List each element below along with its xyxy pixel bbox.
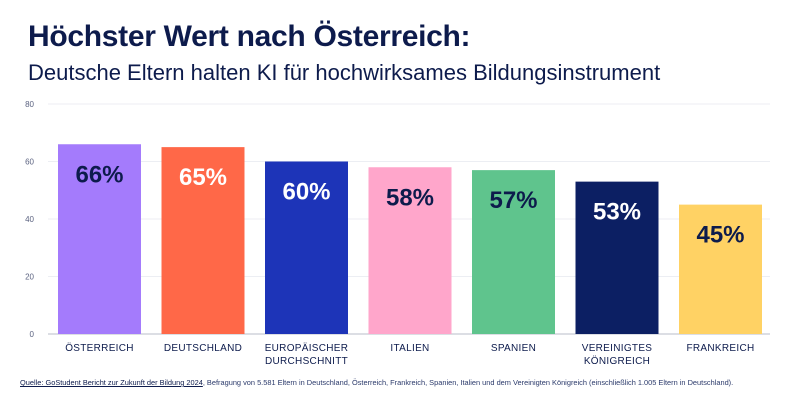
bar bbox=[368, 167, 452, 334]
bar bbox=[575, 181, 659, 334]
y-tick-label: 80 bbox=[25, 100, 34, 109]
y-tick-label: 60 bbox=[25, 158, 34, 167]
y-tick-label: 40 bbox=[25, 215, 34, 224]
y-tick-label: 0 bbox=[30, 330, 35, 339]
x-tick-label-line: DEUTSCHLAND bbox=[164, 343, 242, 354]
x-tick-label: VEREINIGTES KÖNIGREICH bbox=[582, 343, 653, 367]
x-tick-label-line: DURCHSCHNITT bbox=[265, 356, 348, 367]
x-tick-label: ÖSTERREICH bbox=[65, 342, 134, 354]
bar bbox=[265, 161, 348, 334]
x-tick-label-line: SPANIEN bbox=[491, 343, 536, 354]
data-label: 60% bbox=[282, 179, 330, 206]
x-tick-label-line: VEREINIGTES bbox=[582, 343, 653, 354]
bar bbox=[58, 144, 141, 334]
data-label: 57% bbox=[489, 187, 537, 214]
x-tick-label-line: ITALIEN bbox=[390, 343, 429, 354]
x-tick-label: ITALIEN bbox=[390, 343, 429, 354]
source-text: , Befragung von 5.581 Eltern in Deutschl… bbox=[202, 378, 734, 387]
bar bbox=[679, 204, 762, 334]
chart-subtitle: Deutsche Eltern halten KI für hochwirksa… bbox=[28, 60, 661, 85]
source-link[interactable]: Quelle: GoStudent Bericht zur Zukunft de… bbox=[20, 378, 203, 387]
bar bbox=[472, 170, 555, 334]
x-tick-label: DEUTSCHLAND bbox=[164, 343, 242, 354]
x-tick-label-line: ÖSTERREICH bbox=[65, 342, 134, 354]
data-label: 53% bbox=[593, 199, 641, 226]
x-tick-label-line: EUROPÄISCHER bbox=[265, 342, 349, 354]
bar bbox=[161, 147, 245, 334]
chart-title: Höchster Wert nach Österreich: bbox=[28, 20, 471, 53]
x-tick-label: EUROPÄISCHER DURCHSCHNITT bbox=[265, 342, 349, 367]
data-label: 66% bbox=[75, 161, 123, 188]
x-tick-label-line: KÖNIGREICH bbox=[584, 355, 650, 367]
x-tick-label: FRANKREICH bbox=[686, 343, 754, 354]
source-note: Quelle: GoStudent Bericht zur Zukunft de… bbox=[20, 378, 733, 387]
x-tick-label: SPANIEN bbox=[491, 343, 536, 354]
x-tick-label-line: FRANKREICH bbox=[686, 343, 754, 354]
data-label: 45% bbox=[696, 222, 744, 249]
data-label: 65% bbox=[179, 164, 227, 191]
y-tick-label: 20 bbox=[25, 273, 34, 282]
data-label: 58% bbox=[386, 184, 434, 211]
